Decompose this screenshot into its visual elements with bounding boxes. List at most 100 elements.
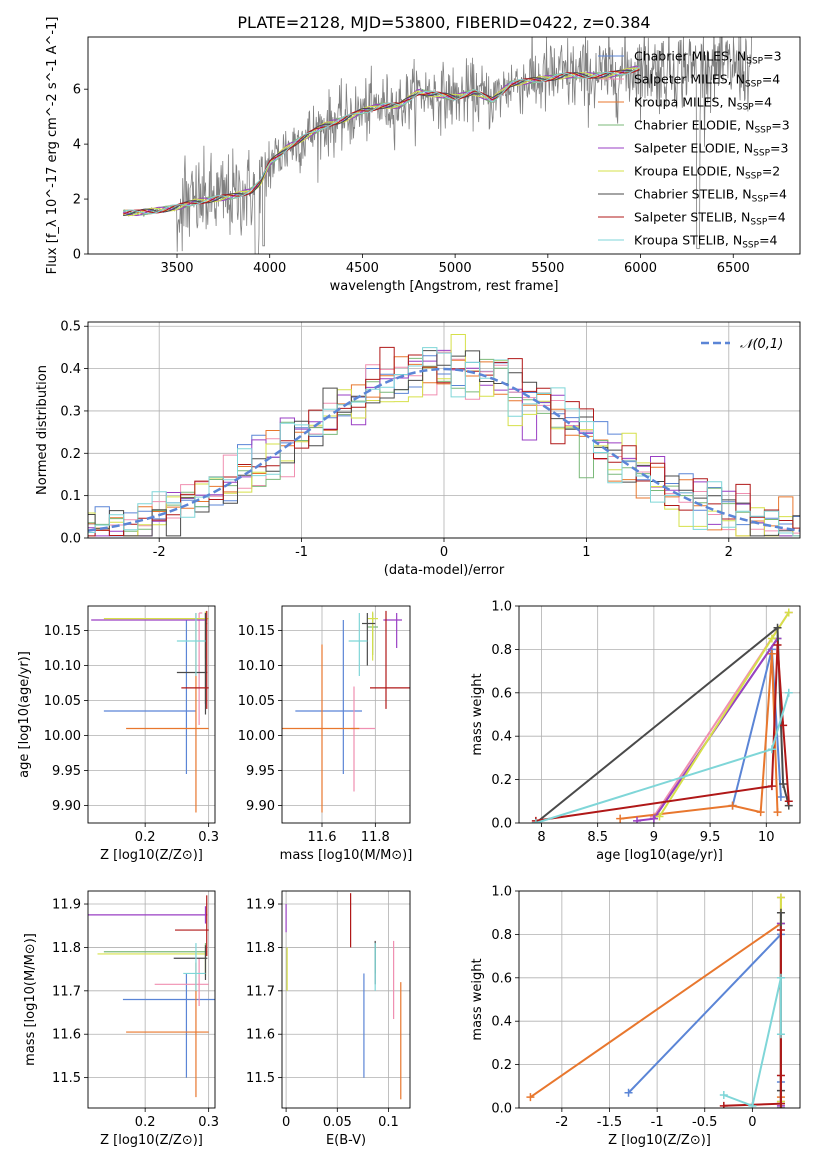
y-tick-label: 11.9	[246, 898, 275, 913]
x-axis-label: E(B-V)	[326, 1133, 366, 1148]
histogram-step	[88, 356, 800, 537]
y-axis-label: Flux [f_λ 10^-17 erg cm^-2 s^-1 A^-1]	[45, 17, 60, 275]
x-tick-label: -1	[651, 1115, 664, 1130]
axes-frame	[87, 321, 801, 539]
legend-label: Salpeter STELIB, NSSP=4	[634, 210, 786, 228]
weight-marker	[776, 908, 785, 917]
y-tick-label: 11.7	[246, 984, 275, 999]
weight-marker	[649, 814, 658, 823]
x-axis-label: wavelength [Angstrom, rest frame]	[330, 279, 559, 294]
y-tick-label: 0.6	[491, 971, 512, 986]
x-tick-label: 0.1	[378, 1115, 399, 1130]
weight-marker	[776, 1030, 785, 1039]
weight-marker	[776, 893, 785, 902]
x-tick-label: 0	[282, 1115, 290, 1130]
x-tick-label: 3500	[160, 261, 193, 276]
y-tick-label: 10.00	[238, 729, 275, 744]
x-tick-label: 1	[582, 545, 590, 560]
weight-marker	[776, 792, 785, 801]
legend-label: Chabrier ELODIE, NSSP=3	[634, 118, 790, 136]
x-tick-label: -2	[555, 1115, 568, 1130]
x-tick-label: 8	[537, 830, 545, 845]
plot-area	[91, 610, 209, 813]
x-axis-label: age [log10(age/yr)]	[596, 848, 723, 863]
plot-area	[285, 893, 402, 1100]
y-tick-label: 10.00	[44, 729, 81, 744]
weight-marker	[779, 721, 788, 730]
x-tick-label: 0.3	[198, 1115, 219, 1130]
axes-frame	[518, 890, 801, 1109]
histogram-step	[88, 351, 800, 537]
x-tick-label: 10	[758, 830, 775, 845]
spectrum-model-line	[123, 64, 640, 216]
y-tick-label: 11.9	[52, 898, 81, 913]
x-axis-label: Z [log10(Z/Z⊙)]	[608, 1133, 711, 1148]
x-tick-label: 6000	[624, 261, 657, 276]
x-tick-label: -1	[295, 545, 308, 560]
plot-area	[282, 610, 410, 813]
y-tick-label: 11.8	[246, 941, 275, 956]
legend-label: Kroupa ELODIE, NSSP=2	[634, 164, 780, 182]
plot-area	[531, 608, 793, 823]
y-tick-label: 11.6	[246, 1028, 275, 1043]
y-tick-label: 9.95	[246, 764, 275, 779]
y-tick-label: 0.8	[491, 643, 512, 658]
x-tick-label: 6500	[717, 261, 750, 276]
axes-frame	[281, 890, 411, 1109]
axes-frame	[87, 890, 216, 1109]
x-tick-label: 8.5	[587, 830, 608, 845]
weight-marker	[767, 649, 776, 658]
x-tick-label: -1.5	[597, 1115, 622, 1130]
axes-mass-vs-ebv: 0 0.05 0.1 11.5 11.6 11.7 11.8 11.9 E(B-V)	[246, 890, 411, 1148]
y-tick-label: 11.6	[52, 1028, 81, 1043]
weight-marker	[616, 814, 625, 823]
x-tick-label: 0.2	[135, 1115, 156, 1130]
y-tick-label: 0.2	[491, 1058, 512, 1073]
y-tick-label: 9.90	[246, 799, 275, 814]
legend-label: Kroupa STELIB, NSSP=4	[634, 233, 778, 251]
y-tick-label: 0.2	[60, 447, 81, 462]
legend-label: Chabrier MILES, NSSP=3	[634, 49, 782, 67]
y-tick-label: 11.7	[52, 984, 81, 999]
y-tick-label: 11.5	[246, 1071, 275, 1086]
y-tick-label: 11.5	[52, 1071, 81, 1086]
spectrum-model-line	[123, 69, 640, 216]
x-tick-label: 0	[440, 545, 448, 560]
y-tick-label: 10.05	[44, 694, 81, 709]
axes-residual-hist: -2 -1 0 1 2 0.0 0.1 0.2 0.3 0.4 0.5 (data-model)/er…	[35, 320, 801, 578]
x-axis-label: (data-model)/error	[384, 563, 505, 578]
weight-marker	[728, 801, 737, 810]
weight-marker	[767, 782, 776, 791]
weight-marker	[624, 1088, 633, 1097]
y-axis-label: Normed distribution	[35, 365, 50, 495]
spectrum-model-line	[123, 66, 640, 215]
legend-label: Chabrier STELIB, NSSP=4	[634, 187, 787, 205]
weight-line	[529, 921, 782, 1099]
x-tick-label: 4500	[346, 261, 379, 276]
weight-marker	[655, 812, 664, 821]
weight-marker	[784, 797, 793, 806]
weight-marker	[776, 1099, 785, 1108]
y-axis-label: mass [log10(M/M⊙)]	[23, 933, 38, 1066]
y-tick-label: 0.4	[491, 1015, 512, 1030]
x-tick-label: -2	[153, 545, 166, 560]
y-axis-label: mass weight	[470, 958, 485, 1040]
y-tick-label: 0.2	[491, 773, 512, 788]
weight-marker	[776, 973, 785, 982]
y-tick-label: 0.4	[60, 362, 81, 377]
weight-line	[636, 637, 779, 822]
y-tick-label: 10.10	[238, 659, 275, 674]
x-axis-label: mass [log10(M/M⊙)]	[280, 848, 413, 863]
axes-frame	[87, 605, 216, 824]
y-tick-label: 1.0	[491, 885, 512, 900]
weight-marker	[773, 808, 782, 817]
y-tick-label: 11.8	[52, 941, 81, 956]
weight-marker	[773, 641, 782, 650]
y-tick-label: 10.15	[238, 624, 275, 639]
spectrum-model-line	[123, 68, 640, 215]
axes-age-vs-mass: 11.6 11.8 9.90 9.95 10.00 10.05 10.10 10.15 mass…	[238, 605, 413, 863]
x-tick-label: 5000	[439, 261, 472, 276]
weight-marker	[773, 623, 782, 632]
axes-frame	[281, 605, 411, 824]
